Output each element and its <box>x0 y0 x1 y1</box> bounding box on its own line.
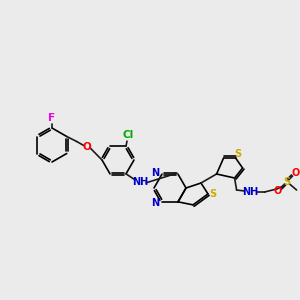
Text: O: O <box>82 142 91 152</box>
Text: O: O <box>292 168 300 178</box>
Text: N: N <box>151 198 159 208</box>
Text: N: N <box>151 168 159 178</box>
Text: F: F <box>48 113 56 123</box>
Text: S: S <box>283 177 290 187</box>
Text: Cl: Cl <box>122 130 134 140</box>
Text: O: O <box>274 186 282 196</box>
Text: NH: NH <box>132 177 148 187</box>
Text: S: S <box>234 149 241 159</box>
Text: NH: NH <box>242 187 259 197</box>
Text: S: S <box>209 189 217 199</box>
